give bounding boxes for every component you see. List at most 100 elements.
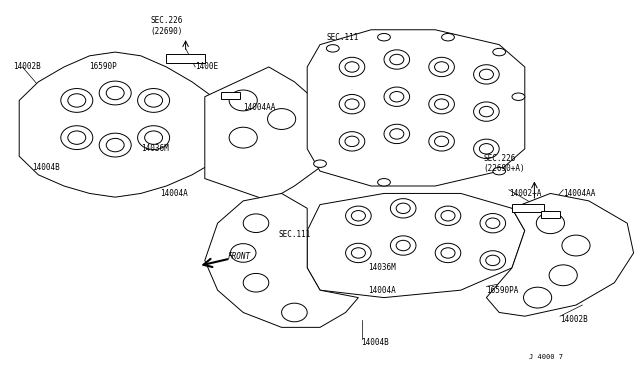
Bar xyxy=(166,54,205,63)
Ellipse shape xyxy=(493,48,506,56)
Ellipse shape xyxy=(229,90,257,111)
Ellipse shape xyxy=(390,54,404,65)
Ellipse shape xyxy=(435,243,461,263)
Ellipse shape xyxy=(396,240,410,251)
Ellipse shape xyxy=(390,199,416,218)
Ellipse shape xyxy=(314,160,326,167)
Ellipse shape xyxy=(429,94,454,114)
Ellipse shape xyxy=(326,45,339,52)
Polygon shape xyxy=(486,193,634,316)
Ellipse shape xyxy=(345,136,359,147)
Ellipse shape xyxy=(351,248,365,258)
Ellipse shape xyxy=(138,126,170,150)
Ellipse shape xyxy=(345,62,359,72)
Ellipse shape xyxy=(339,132,365,151)
Ellipse shape xyxy=(243,214,269,232)
Ellipse shape xyxy=(339,57,365,77)
Ellipse shape xyxy=(390,129,404,139)
Text: 1400E: 1400E xyxy=(195,62,218,71)
Polygon shape xyxy=(307,30,525,186)
Ellipse shape xyxy=(268,109,296,129)
Ellipse shape xyxy=(524,287,552,308)
Ellipse shape xyxy=(479,144,493,154)
Ellipse shape xyxy=(106,138,124,152)
Text: FRONT: FRONT xyxy=(227,252,250,261)
Ellipse shape xyxy=(99,81,131,105)
Ellipse shape xyxy=(479,69,493,80)
Ellipse shape xyxy=(384,50,410,69)
Ellipse shape xyxy=(230,244,256,262)
Ellipse shape xyxy=(429,132,454,151)
Ellipse shape xyxy=(480,251,506,270)
Ellipse shape xyxy=(549,265,577,286)
Text: 14004A: 14004A xyxy=(368,286,396,295)
Ellipse shape xyxy=(378,179,390,186)
Text: 14004B: 14004B xyxy=(362,338,389,347)
Ellipse shape xyxy=(435,136,449,147)
Text: 14002+A: 14002+A xyxy=(509,189,541,198)
Text: 14036M: 14036M xyxy=(368,263,396,272)
Ellipse shape xyxy=(68,94,86,107)
Ellipse shape xyxy=(390,92,404,102)
Ellipse shape xyxy=(441,211,455,221)
Ellipse shape xyxy=(346,243,371,263)
Ellipse shape xyxy=(384,124,410,144)
Ellipse shape xyxy=(384,87,410,106)
Ellipse shape xyxy=(474,65,499,84)
Text: 14002B: 14002B xyxy=(13,62,40,71)
Ellipse shape xyxy=(493,167,506,175)
Ellipse shape xyxy=(512,93,525,100)
Ellipse shape xyxy=(474,139,499,158)
Ellipse shape xyxy=(435,99,449,109)
Text: SEC.226
(22690): SEC.226 (22690) xyxy=(150,16,183,36)
Ellipse shape xyxy=(145,94,163,107)
Ellipse shape xyxy=(346,206,371,225)
Ellipse shape xyxy=(479,106,493,117)
Bar xyxy=(221,92,240,99)
Ellipse shape xyxy=(345,99,359,109)
Ellipse shape xyxy=(61,126,93,150)
Polygon shape xyxy=(205,193,358,327)
Text: 14036M: 14036M xyxy=(141,144,168,153)
Text: 16590P: 16590P xyxy=(90,62,117,71)
Ellipse shape xyxy=(486,218,500,228)
Ellipse shape xyxy=(435,62,449,72)
Bar xyxy=(512,204,544,212)
Text: SEC.111: SEC.111 xyxy=(326,33,359,42)
Ellipse shape xyxy=(442,33,454,41)
Bar xyxy=(541,211,560,218)
Ellipse shape xyxy=(435,206,461,225)
Ellipse shape xyxy=(562,235,590,256)
Text: 14004A: 14004A xyxy=(160,189,188,198)
Ellipse shape xyxy=(138,89,170,112)
Ellipse shape xyxy=(68,131,86,144)
Text: 14004AA: 14004AA xyxy=(563,189,596,198)
Ellipse shape xyxy=(339,94,365,114)
Ellipse shape xyxy=(229,127,257,148)
Text: 14002B: 14002B xyxy=(560,315,588,324)
Ellipse shape xyxy=(536,213,564,234)
Polygon shape xyxy=(19,52,230,197)
Text: 14004AA: 14004AA xyxy=(243,103,276,112)
Ellipse shape xyxy=(243,273,269,292)
Ellipse shape xyxy=(99,133,131,157)
Ellipse shape xyxy=(390,236,416,255)
Ellipse shape xyxy=(486,255,500,266)
Ellipse shape xyxy=(61,89,93,112)
Ellipse shape xyxy=(282,303,307,322)
Ellipse shape xyxy=(441,248,455,258)
Ellipse shape xyxy=(429,57,454,77)
Text: J 4000 7: J 4000 7 xyxy=(529,354,563,360)
Ellipse shape xyxy=(396,203,410,214)
Polygon shape xyxy=(307,193,525,298)
Text: SEC.226
(22690+A): SEC.226 (22690+A) xyxy=(483,154,525,173)
Text: SEC.111: SEC.111 xyxy=(278,230,311,239)
Ellipse shape xyxy=(106,86,124,100)
Text: 16590PA: 16590PA xyxy=(486,286,519,295)
Ellipse shape xyxy=(480,214,506,233)
Text: 14004B: 14004B xyxy=(32,163,60,172)
Ellipse shape xyxy=(378,33,390,41)
Ellipse shape xyxy=(145,131,163,144)
Polygon shape xyxy=(205,67,320,201)
Ellipse shape xyxy=(474,102,499,121)
